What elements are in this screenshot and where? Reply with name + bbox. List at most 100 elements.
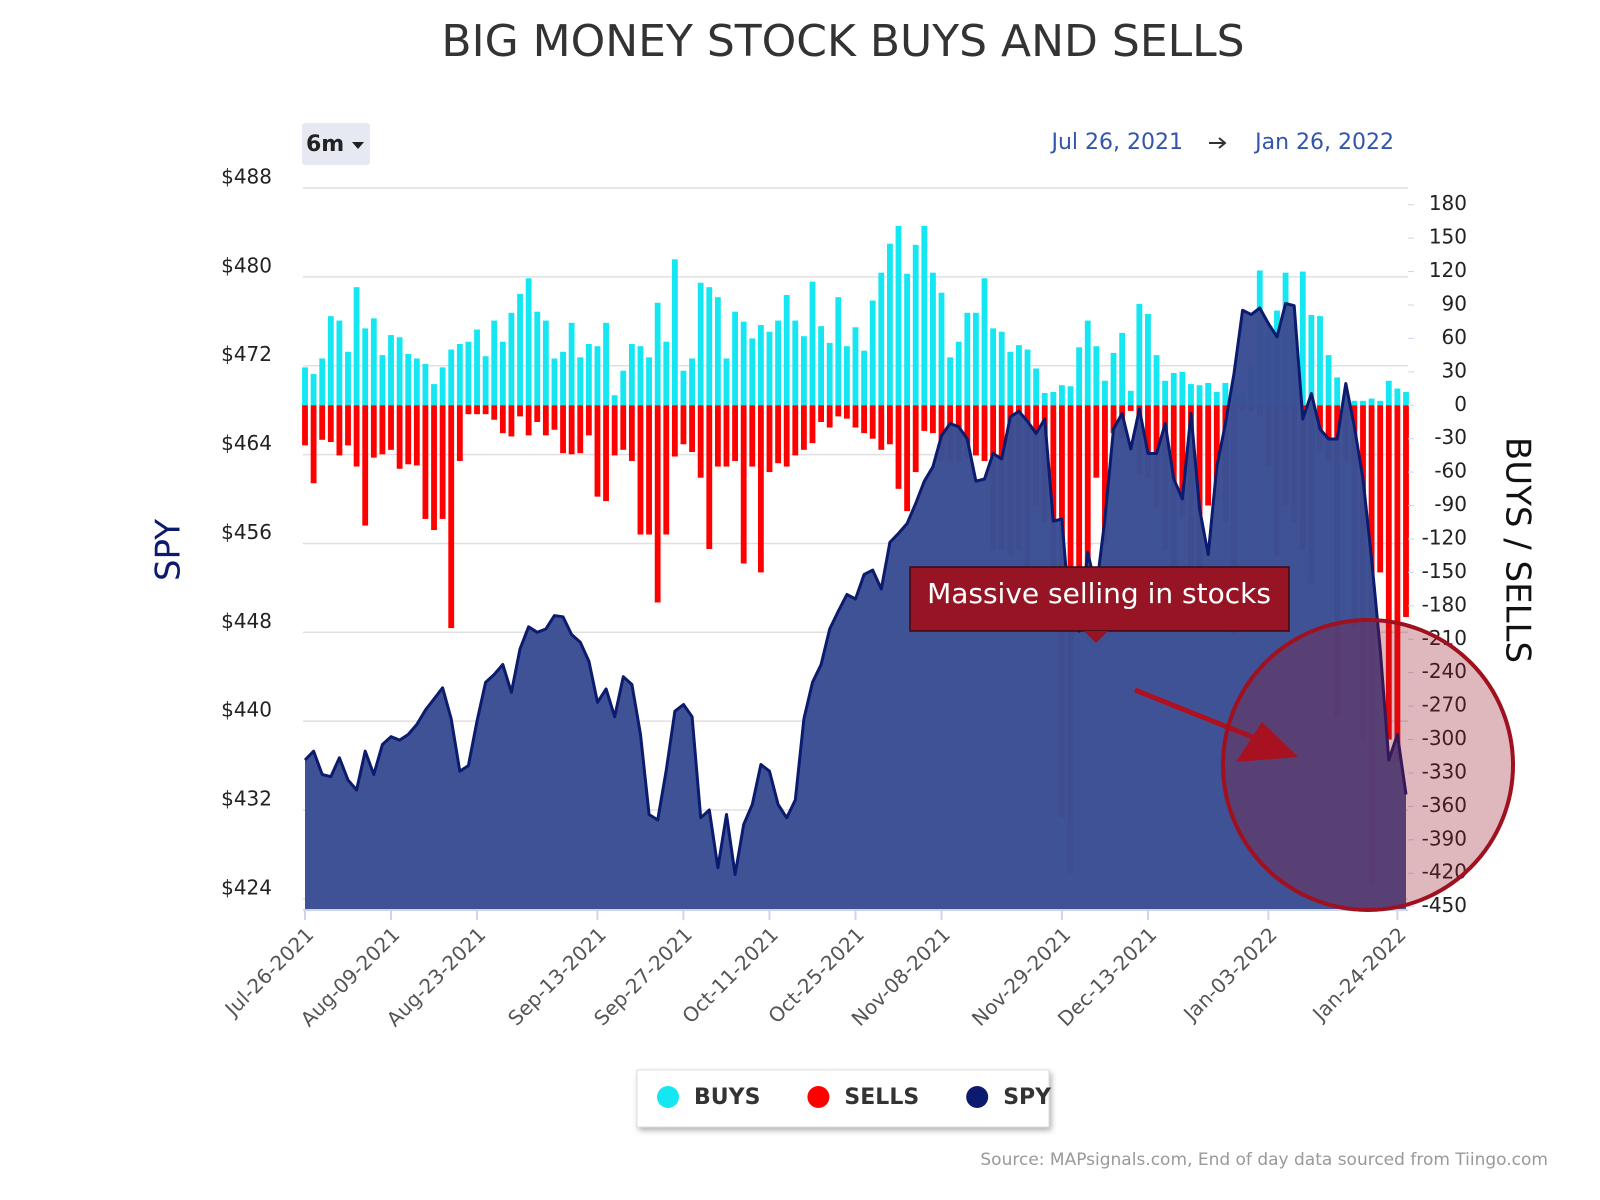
bar — [732, 405, 738, 461]
bar — [921, 225, 928, 406]
bar — [697, 282, 704, 406]
bar — [542, 405, 549, 436]
legend-label[interactable]: SELLS — [844, 1085, 919, 1110]
bar — [697, 405, 704, 478]
bar — [585, 343, 592, 406]
bar — [654, 405, 661, 603]
bar — [1213, 405, 1220, 500]
bar — [1110, 352, 1117, 406]
bar — [405, 354, 412, 406]
y-tick-label: $456 — [221, 520, 272, 544]
bar — [904, 273, 911, 406]
legend-swatch[interactable] — [966, 1086, 989, 1108]
bar — [439, 405, 446, 519]
bar — [1205, 405, 1212, 506]
bar — [413, 358, 420, 406]
highlight-circle — [1221, 618, 1515, 912]
bar — [912, 244, 919, 406]
y2-tick-label: 60 — [1442, 325, 1467, 349]
bar — [1136, 303, 1143, 406]
legend-swatch[interactable] — [807, 1086, 830, 1108]
bar — [1033, 368, 1040, 406]
bar — [964, 405, 971, 459]
bar — [353, 405, 360, 467]
bar — [362, 405, 369, 526]
bar — [740, 321, 747, 406]
bar — [800, 336, 807, 406]
legend-swatch[interactable] — [657, 1086, 679, 1108]
bar — [646, 357, 652, 406]
bar — [775, 320, 781, 406]
bar — [525, 405, 532, 436]
bar — [973, 405, 979, 456]
bar — [930, 405, 936, 434]
annotation-text: Massive selling in stocks — [927, 577, 1271, 610]
bar — [947, 357, 954, 406]
bar — [861, 405, 868, 434]
y2-tick-label: -210 — [1422, 626, 1467, 650]
bar — [302, 367, 308, 406]
bar — [310, 405, 317, 484]
bar — [1403, 405, 1409, 617]
bar — [886, 243, 893, 406]
bar — [766, 405, 773, 473]
bar — [723, 405, 730, 467]
bar — [405, 405, 412, 465]
bar — [431, 405, 437, 531]
bar — [568, 405, 575, 455]
bar — [534, 405, 541, 422]
bar — [852, 327, 859, 406]
bar — [1196, 405, 1203, 573]
bar — [714, 297, 721, 406]
bar — [542, 320, 549, 406]
range-button[interactable] — [302, 123, 370, 165]
bar — [757, 405, 764, 573]
bar — [637, 405, 644, 535]
bar — [775, 405, 781, 464]
bar — [800, 405, 807, 450]
bar — [981, 405, 988, 461]
bar — [912, 405, 919, 473]
bar — [517, 293, 523, 406]
bar — [603, 405, 609, 502]
bar — [517, 405, 523, 417]
bar — [1127, 390, 1134, 406]
y2-tick-label: -300 — [1422, 726, 1467, 750]
bar — [620, 370, 627, 406]
y2-tick-label: 120 — [1429, 258, 1467, 282]
bar — [1059, 385, 1065, 406]
bar — [448, 349, 455, 406]
bar — [1093, 346, 1100, 406]
bar — [577, 405, 584, 454]
bar — [1213, 391, 1220, 406]
bar — [749, 338, 756, 406]
bar — [749, 405, 756, 467]
y2-tick-label: -90 — [1434, 492, 1467, 516]
bar — [1179, 405, 1186, 517]
bar — [878, 272, 885, 406]
bar — [327, 405, 334, 443]
range-end[interactable]: Jan 26, 2022 — [1253, 130, 1394, 155]
bar — [585, 405, 592, 436]
bar — [1179, 371, 1186, 406]
bar — [620, 405, 627, 450]
bar — [843, 346, 850, 406]
bar — [336, 320, 343, 406]
y-tick-label: $432 — [221, 787, 272, 811]
bar — [1351, 400, 1358, 406]
bar — [1394, 388, 1401, 406]
bar — [628, 343, 635, 406]
y2-tick-label: 180 — [1429, 191, 1467, 215]
bar — [1325, 405, 1332, 461]
y2-tick-label: 0 — [1454, 392, 1467, 416]
bar — [1093, 405, 1100, 478]
range-start[interactable]: Jul 26, 2021 — [1049, 130, 1183, 155]
legend-label[interactable]: SPY — [1003, 1085, 1052, 1110]
y-tick-label: $440 — [221, 698, 272, 722]
range-arrow — [1209, 137, 1227, 149]
bar — [362, 328, 369, 406]
range-button-label[interactable]: 6m — [306, 132, 344, 157]
bar — [783, 405, 790, 467]
annotation-box — [909, 566, 1290, 632]
legend-label[interactable]: BUYS — [694, 1085, 760, 1110]
